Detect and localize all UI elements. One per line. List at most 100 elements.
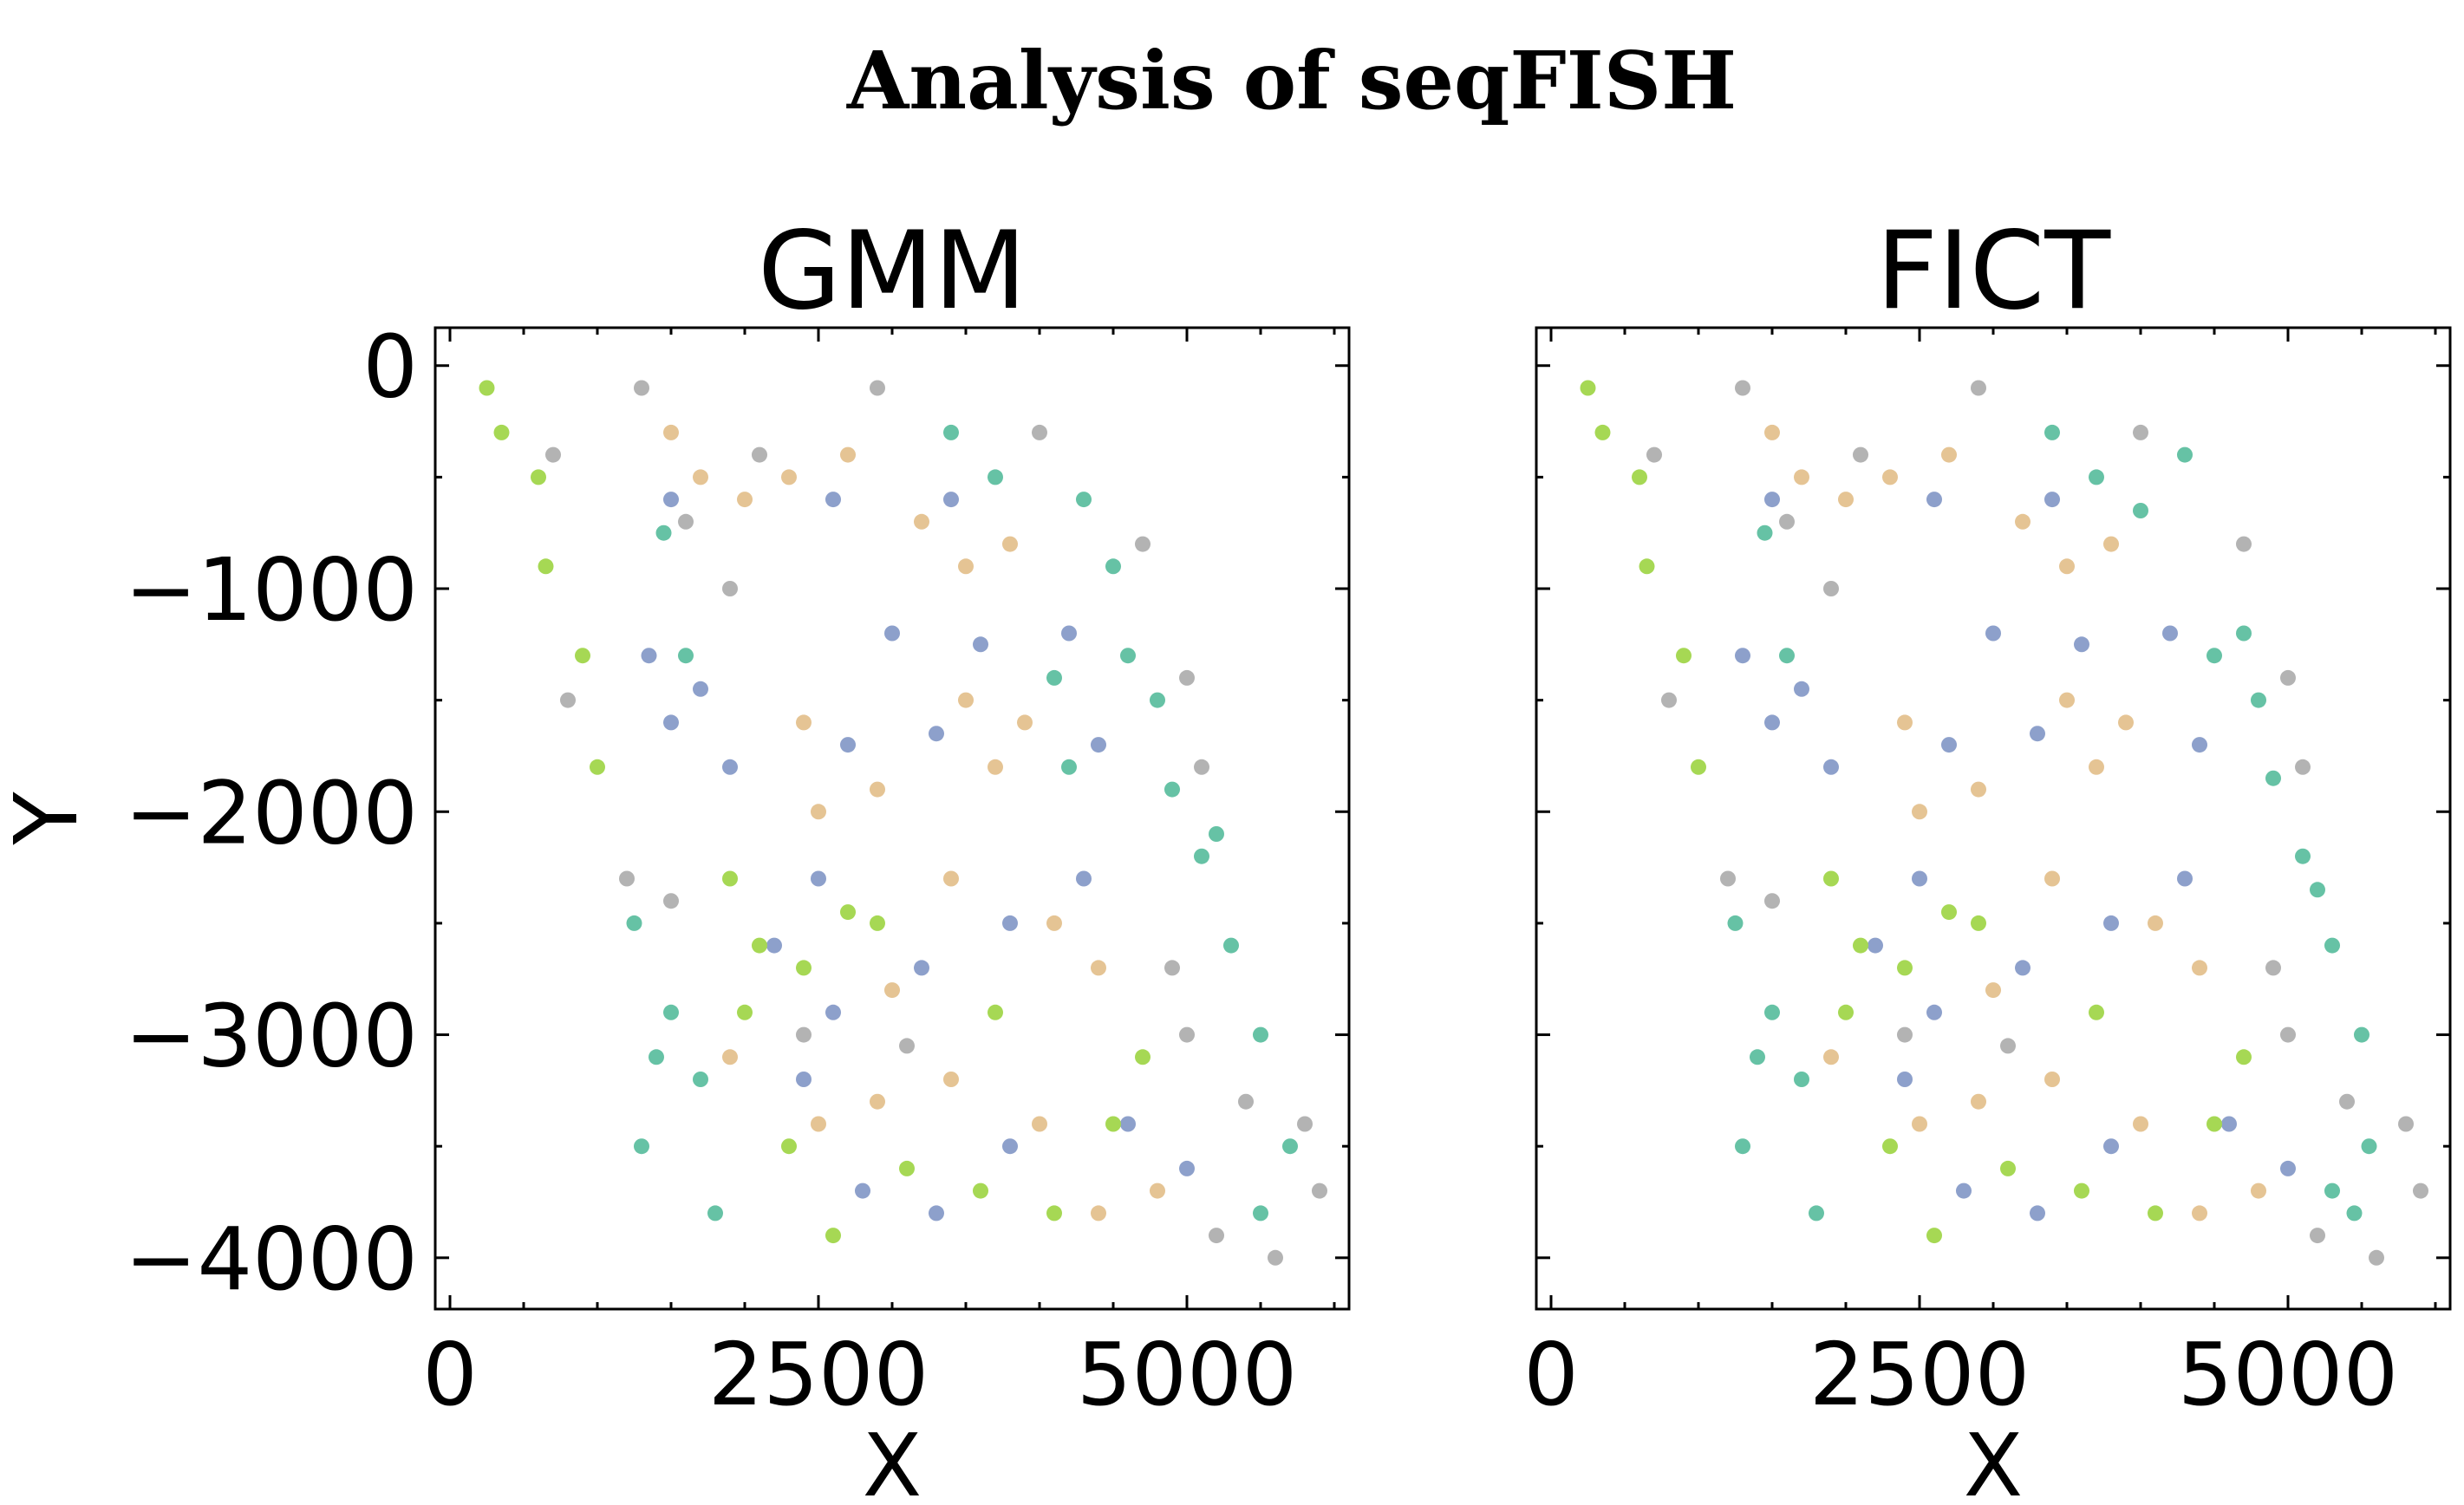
scatter-point bbox=[1941, 737, 1957, 753]
panel-gmm: GMM 0 2500 5000 0 −1000 −2000 −3000 −4000 X Y bbox=[0, 209, 1351, 1505]
scatter-point bbox=[870, 915, 885, 931]
scatter-point bbox=[1764, 893, 1780, 909]
scatter-point bbox=[2346, 1205, 2363, 1222]
scatter-point bbox=[649, 1049, 664, 1065]
scatter-point bbox=[2361, 1138, 2377, 1155]
scatter-point bbox=[840, 737, 856, 753]
scatter-point bbox=[1897, 1026, 1913, 1043]
scatter-point bbox=[693, 1072, 708, 1087]
scatter-point bbox=[899, 1160, 915, 1176]
scatter-point bbox=[884, 982, 900, 999]
scatter-point bbox=[1853, 446, 1868, 463]
scatter-point bbox=[722, 581, 738, 596]
figure-title: Analysis of seqFISH bbox=[846, 34, 1737, 127]
scatter-point bbox=[590, 759, 605, 775]
scatter-point bbox=[1912, 804, 1927, 820]
scatter-point bbox=[1268, 1249, 1283, 1266]
scatter-point bbox=[811, 804, 826, 820]
scatter-point bbox=[884, 625, 900, 642]
scatter-point bbox=[2162, 625, 2178, 642]
x-axis-label: X bbox=[1964, 1415, 2024, 1505]
scatter-point bbox=[1735, 380, 1750, 396]
scatter-point bbox=[1076, 870, 1092, 887]
scatter-point bbox=[958, 692, 974, 708]
scatter-point bbox=[1764, 492, 1780, 508]
x-tick-label: 5000 bbox=[2178, 1324, 2399, 1425]
scatter-point bbox=[1764, 1004, 1780, 1020]
scatter-point bbox=[1727, 915, 1744, 931]
scatter-point bbox=[766, 937, 782, 954]
scatter-point bbox=[2236, 1049, 2252, 1065]
scatter-point bbox=[943, 492, 959, 508]
scatter-point bbox=[1794, 681, 1809, 697]
scatter-point bbox=[1253, 1205, 1268, 1222]
scatter-point bbox=[737, 492, 753, 508]
scatter-point bbox=[2103, 536, 2119, 552]
scatter-point bbox=[2059, 558, 2075, 575]
scatter-point bbox=[1985, 625, 2001, 642]
scatter-point bbox=[2280, 1026, 2296, 1043]
scatter-point bbox=[693, 469, 708, 485]
scatter-point bbox=[1838, 1004, 1854, 1020]
scatter-point bbox=[1253, 1026, 1268, 1043]
scatter-point bbox=[1985, 982, 2001, 999]
axis-ticks: 0 2500 5000 0 −1000 −2000 −3000 −4000 bbox=[125, 316, 1349, 1425]
scatter-point bbox=[840, 904, 856, 921]
scatter-point bbox=[693, 681, 708, 697]
scatter-point bbox=[655, 524, 672, 541]
scatter-point bbox=[1135, 1049, 1151, 1065]
scatter-point bbox=[2236, 625, 2252, 642]
scatter-point bbox=[479, 380, 495, 396]
scatter-point bbox=[2251, 692, 2266, 708]
scatter-point bbox=[2324, 937, 2340, 954]
scatter-point bbox=[707, 1205, 723, 1222]
scatter-point bbox=[1580, 380, 1596, 396]
scatter-point bbox=[1868, 937, 1883, 954]
scatter-point bbox=[2192, 737, 2207, 753]
axes-frame bbox=[433, 326, 1351, 1311]
scatter-point bbox=[663, 1004, 679, 1020]
scatter-point bbox=[1691, 759, 1706, 775]
scatter-point bbox=[1032, 424, 1047, 440]
scatter-point bbox=[1971, 1093, 1986, 1110]
x-tick-label: 2500 bbox=[1809, 1324, 2031, 1425]
scatter-point bbox=[1735, 1138, 1750, 1155]
scatter-point bbox=[2207, 1116, 2222, 1132]
scatter-point bbox=[1941, 904, 1957, 921]
scatter-points bbox=[479, 380, 1327, 1266]
scatter-point bbox=[1823, 581, 1839, 596]
scatter-point bbox=[2236, 536, 2252, 552]
scatter-point bbox=[2103, 915, 2119, 931]
scatter-point bbox=[1223, 937, 1239, 954]
scatter-point bbox=[1091, 960, 1106, 976]
scatter-point bbox=[1926, 492, 1942, 508]
scatter-point bbox=[619, 870, 635, 887]
scatter-point bbox=[2310, 882, 2325, 898]
scatter-point bbox=[2177, 446, 2193, 463]
scatter-point bbox=[2280, 669, 2296, 686]
scatter-point bbox=[2074, 636, 2089, 653]
scatter-point bbox=[943, 1072, 959, 1087]
y-tick-label: −2000 bbox=[125, 762, 418, 863]
scatter-point bbox=[1897, 960, 1913, 976]
scatter-point bbox=[722, 1049, 738, 1065]
scatter-point bbox=[2044, 492, 2060, 508]
scatter-point bbox=[678, 648, 694, 664]
scatter-point bbox=[1912, 1116, 1927, 1132]
scatter-point bbox=[1632, 469, 1647, 485]
scatter-point bbox=[825, 492, 841, 508]
scatter-point bbox=[752, 446, 767, 463]
scatter-point bbox=[929, 1205, 944, 1222]
scatter-point bbox=[1120, 1116, 1136, 1132]
scatter-point bbox=[2059, 692, 2075, 708]
scatter-point bbox=[1209, 826, 1224, 842]
scatter-point bbox=[914, 513, 929, 530]
scatter-point bbox=[929, 726, 944, 742]
scatter-point bbox=[870, 781, 885, 798]
scatter-point bbox=[493, 424, 510, 440]
scatter-point bbox=[663, 424, 679, 440]
scatter-point bbox=[988, 759, 1003, 775]
scatter-point bbox=[1209, 1228, 1224, 1244]
scatter-point bbox=[1194, 848, 1209, 864]
